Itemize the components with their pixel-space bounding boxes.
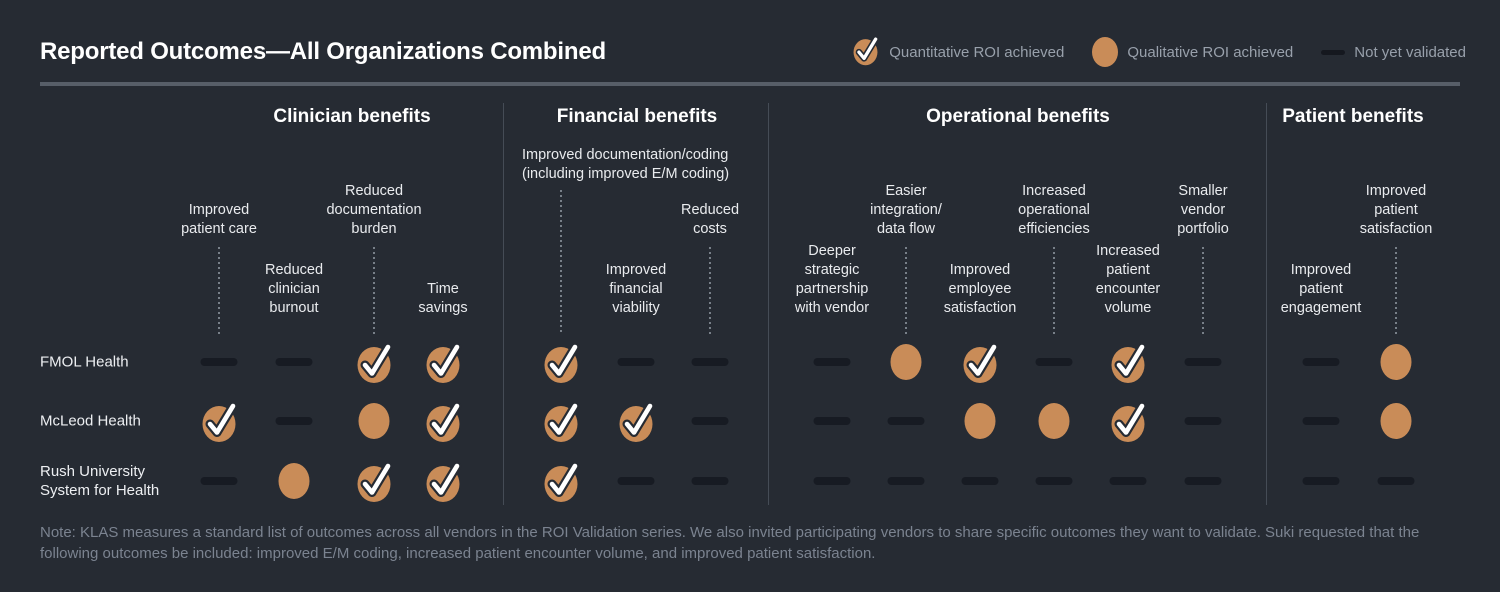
not-validated-dash-icon — [691, 358, 729, 366]
not-validated-dash-icon — [1035, 358, 1073, 366]
quantitative-roi-icon — [199, 399, 239, 443]
column-label: Improved employee satisfaction — [943, 262, 1017, 316]
legend-item-not-validated: Not yet validated — [1321, 44, 1466, 61]
legend-item-label: Quantitative ROI achieved — [889, 43, 1065, 61]
not-validated-dash-icon — [813, 477, 851, 485]
not-validated-dash-icon — [617, 477, 655, 485]
quantitative-roi-icon — [541, 459, 581, 503]
not-validated-dash-icon — [1184, 477, 1222, 485]
section-header-financial: Financial benefits — [556, 106, 718, 127]
not-validated-dash-icon — [1302, 417, 1340, 425]
quantitative-roi-icon — [541, 340, 581, 384]
footnote: Note: KLAS measures a standard list of o… — [40, 524, 1420, 562]
legend-item-quantitative: Quantitative ROI achieved — [851, 34, 1064, 71]
column-label: Improved financial viability — [605, 262, 667, 316]
column-leader-line — [1053, 247, 1055, 334]
section-divider — [768, 103, 769, 505]
qualitative-roi-icon — [1092, 37, 1119, 67]
not-validated-dash-icon — [887, 417, 925, 425]
not-validated-dash-icon — [1184, 358, 1222, 366]
legend-item-label: Qualitative ROI achieved — [1127, 43, 1294, 61]
quantitative-roi-icon — [616, 399, 656, 443]
not-validated-dash-icon — [200, 358, 238, 366]
column-label: Reduced costs — [680, 202, 740, 237]
column-label: Time savings — [418, 281, 468, 316]
quantitative-roi-icon — [354, 459, 394, 503]
quantitative-roi-icon — [960, 340, 1000, 384]
column-leader-line — [1395, 247, 1397, 334]
column-label: Improved patient care — [181, 202, 257, 237]
qualitative-roi-icon — [278, 463, 310, 499]
column-leader-line — [218, 247, 220, 334]
quantitative-roi-icon — [1108, 340, 1148, 384]
not-validated-dash-icon — [1184, 417, 1222, 425]
section-header-operational: Operational benefits — [926, 106, 1110, 127]
column-label: Increased patient encounter volume — [1095, 243, 1161, 316]
column-label: Increased operational efficiencies — [1018, 183, 1090, 237]
section-divider — [503, 103, 504, 505]
not-validated-dash-icon — [1321, 49, 1346, 55]
not-validated-dash-icon — [1035, 477, 1073, 485]
not-validated-dash-icon — [275, 417, 313, 425]
column-label: Reduced documentation burden — [326, 183, 422, 237]
section-divider — [1266, 103, 1267, 505]
column-label: Improved documentation/coding (including… — [522, 147, 730, 182]
quantitative-roi-icon — [423, 340, 463, 384]
column-label: Deeper strategic partnership with vendor — [794, 243, 870, 316]
quantitative-roi-icon — [851, 34, 880, 71]
page-title: Reported Outcomes—All Organizations Comb… — [40, 38, 606, 65]
row-label-rush-university: Rush University System for Health — [40, 463, 160, 499]
legend-item-label: Not yet validated — [1354, 43, 1466, 61]
column-leader-line — [1202, 247, 1204, 334]
quantitative-roi-icon — [354, 340, 394, 384]
column-label: Improved patient satisfaction — [1359, 183, 1433, 237]
qualitative-roi-icon — [358, 403, 390, 439]
qualitative-roi-icon — [964, 403, 996, 439]
not-validated-dash-icon — [887, 477, 925, 485]
not-validated-dash-icon — [961, 477, 999, 485]
column-leader-line — [373, 247, 375, 334]
not-validated-dash-icon — [691, 477, 729, 485]
column-label: Reduced clinician burnout — [264, 262, 324, 316]
not-validated-dash-icon — [1377, 477, 1415, 485]
not-validated-dash-icon — [813, 417, 851, 425]
not-validated-dash-icon — [691, 417, 729, 425]
row-label-mcleod-health: McLeod Health — [40, 412, 141, 430]
quantitative-roi-icon — [423, 399, 463, 443]
quantitative-roi-icon — [423, 459, 463, 503]
not-validated-dash-icon — [813, 358, 851, 366]
qualitative-roi-icon — [890, 344, 922, 380]
not-validated-dash-icon — [200, 477, 238, 485]
column-leader-line — [560, 190, 562, 334]
column-label: Smaller vendor portfolio — [1177, 183, 1229, 237]
not-validated-dash-icon — [1109, 477, 1147, 485]
column-leader-line — [905, 247, 907, 334]
qualitative-roi-icon — [1380, 403, 1412, 439]
legend: Quantitative ROI achieved Qualitative RO… — [851, 34, 1466, 71]
column-label: Improved patient engagement — [1280, 262, 1362, 316]
legend-item-qualitative: Qualitative ROI achieved — [1092, 37, 1293, 67]
section-header-patient: Patient benefits — [1282, 106, 1424, 127]
section-header-clinician: Clinician benefits — [273, 106, 431, 127]
quantitative-roi-icon — [541, 399, 581, 443]
column-label: Easier integration/ data flow — [870, 183, 942, 237]
quantitative-roi-icon — [1108, 399, 1148, 443]
not-validated-dash-icon — [617, 358, 655, 366]
not-validated-dash-icon — [275, 358, 313, 366]
not-validated-dash-icon — [1302, 477, 1340, 485]
row-label-fmol-health: FMOL Health — [40, 353, 129, 371]
title-underline — [40, 82, 1460, 86]
not-validated-dash-icon — [1302, 358, 1340, 366]
qualitative-roi-icon — [1380, 344, 1412, 380]
qualitative-roi-icon — [1038, 403, 1070, 439]
column-leader-line — [709, 247, 711, 334]
